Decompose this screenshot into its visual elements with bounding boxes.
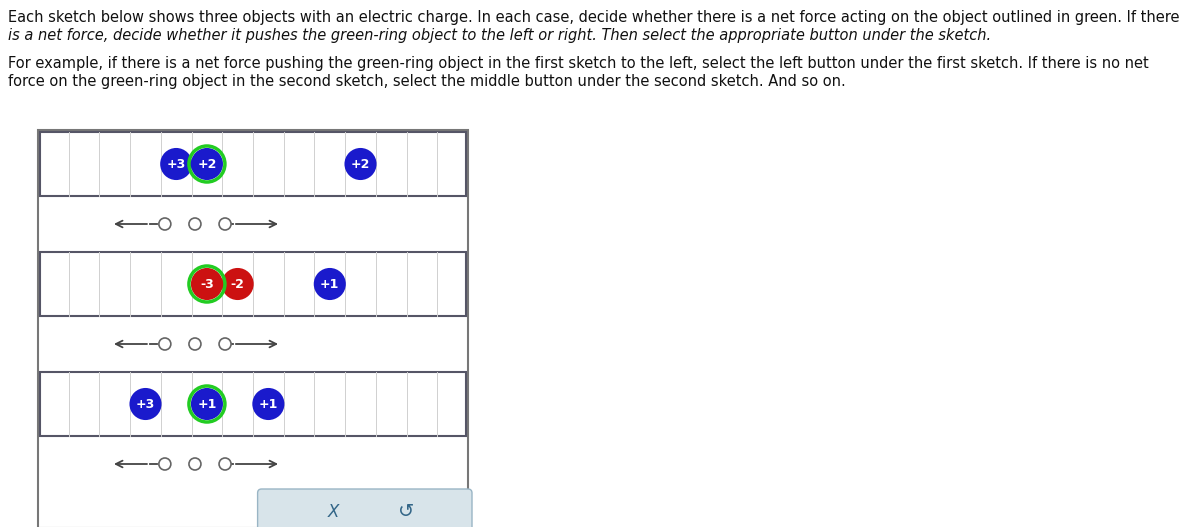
- Text: +1: +1: [197, 397, 217, 411]
- Circle shape: [158, 458, 170, 470]
- Text: X: X: [328, 503, 340, 521]
- Text: +3: +3: [167, 158, 186, 171]
- Text: -2: -2: [230, 278, 245, 290]
- Text: For example, if there is a net force pushing the green-ring object in the first : For example, if there is a net force pus…: [8, 56, 1148, 71]
- Circle shape: [192, 389, 222, 419]
- Circle shape: [188, 458, 200, 470]
- Circle shape: [188, 218, 200, 230]
- Text: +2: +2: [350, 158, 370, 171]
- Circle shape: [220, 338, 232, 350]
- FancyBboxPatch shape: [258, 489, 472, 527]
- Circle shape: [158, 338, 170, 350]
- FancyBboxPatch shape: [40, 372, 466, 436]
- FancyBboxPatch shape: [38, 130, 468, 527]
- Text: Each sketch below shows three objects with an electric charge. In each case, dec: Each sketch below shows three objects wi…: [8, 10, 1180, 25]
- Text: +3: +3: [136, 397, 155, 411]
- Text: +1: +1: [320, 278, 340, 290]
- Text: +2: +2: [197, 158, 217, 171]
- Circle shape: [192, 269, 222, 299]
- Circle shape: [346, 149, 376, 179]
- Circle shape: [253, 389, 283, 419]
- Circle shape: [188, 338, 200, 350]
- Text: +1: +1: [259, 397, 278, 411]
- Circle shape: [220, 458, 232, 470]
- Circle shape: [131, 389, 161, 419]
- Text: ↺: ↺: [398, 503, 414, 522]
- Text: -3: -3: [200, 278, 214, 290]
- FancyBboxPatch shape: [40, 252, 466, 316]
- Circle shape: [161, 149, 191, 179]
- Text: is a net force, decide whether it pushes the green-ring object to the left or ri: is a net force, decide whether it pushes…: [8, 28, 991, 43]
- Circle shape: [223, 269, 253, 299]
- Circle shape: [158, 218, 170, 230]
- FancyBboxPatch shape: [40, 132, 466, 196]
- Circle shape: [220, 218, 232, 230]
- Circle shape: [314, 269, 344, 299]
- Circle shape: [192, 149, 222, 179]
- Text: force on the green-ring object in the second sketch, select the middle button un: force on the green-ring object in the se…: [8, 74, 846, 89]
